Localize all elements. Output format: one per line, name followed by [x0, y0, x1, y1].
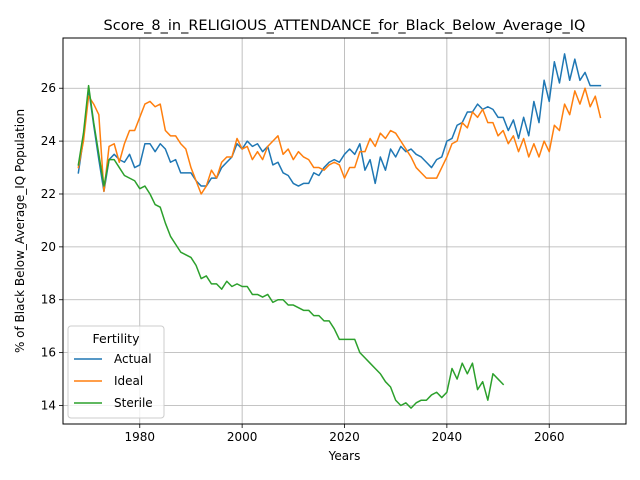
series-layer	[77, 53, 602, 409]
legend-label-ideal: Ideal	[114, 374, 143, 388]
y-tick-label: 26	[41, 81, 56, 95]
legend-entries: Actual Ideal Sterile	[74, 352, 153, 410]
series-line-sterile	[77, 84, 505, 409]
gridlines	[63, 38, 626, 424]
y-axis-label: % of Black Below_Average_IQ Population	[13, 109, 27, 353]
y-axis-ticks: 14 16 18 20 22 24 26	[41, 81, 63, 412]
chart-title: Score_8_in_RELIGIOUS_ATTENDANCE_for_Blac…	[104, 18, 586, 34]
x-axis-label: Years	[328, 449, 361, 463]
legend-title: Fertility	[93, 331, 141, 346]
x-tick-label: 2040	[432, 430, 463, 444]
series-line-actual	[77, 53, 602, 193]
y-tick-label: 20	[41, 240, 56, 254]
legend-label-sterile: Sterile	[114, 396, 153, 410]
legend: Fertility Actual Ideal Sterile	[67, 325, 165, 419]
y-tick-label: 24	[41, 134, 56, 148]
y-tick-label: 14	[41, 398, 56, 412]
legend-box	[67, 325, 165, 419]
series-line-ideal	[77, 87, 602, 195]
x-tick-label: 2060	[534, 430, 565, 444]
y-tick-label: 22	[41, 187, 56, 201]
legend-label-actual: Actual	[114, 352, 152, 366]
x-tick-label: 2000	[227, 430, 258, 444]
x-tick-label: 2020	[329, 430, 360, 444]
y-tick-label: 16	[41, 346, 56, 360]
x-tick-label: 1980	[124, 430, 155, 444]
y-tick-label: 18	[41, 293, 56, 307]
x-axis-ticks: 1980 2000 2020 2040 2060	[124, 424, 565, 444]
